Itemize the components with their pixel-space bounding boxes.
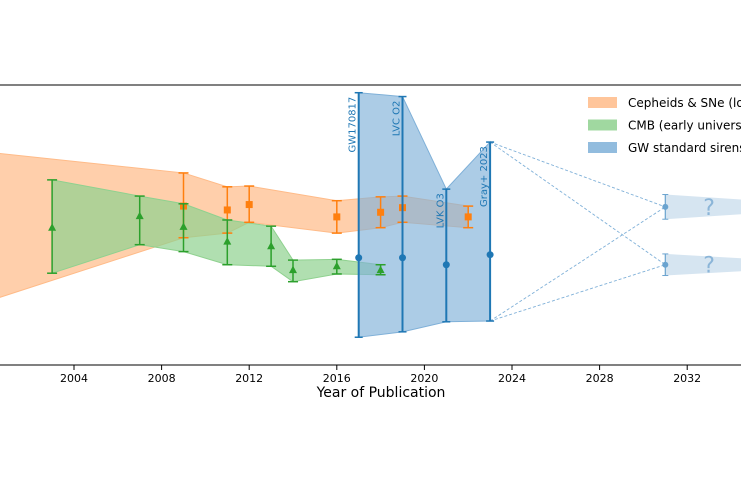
x-axis-label: Year of Publication [316,385,446,401]
point-label: LVC O2 [392,101,403,137]
x-tick-label: 2016 [323,372,351,385]
data-point-triangle [289,265,297,274]
projection-question-label: ? [703,196,715,221]
projection-band [665,253,741,276]
projection-dash-line [489,264,666,322]
data-point-square [223,206,231,214]
legend-label: GW standard sirens [628,141,741,155]
data-point-circle [355,254,363,262]
data-point-circle [399,254,406,262]
data-point-square [377,208,385,216]
legend-label: Cepheids & SNe (lo [628,96,741,110]
data-point-triangle [179,222,188,230]
legend-swatch [588,142,617,153]
data-point-circle [486,251,494,259]
x-tick-label: 2020 [410,372,438,385]
legend-label: CMB (early universe [628,119,741,133]
projection-question-label: ? [703,254,715,279]
x-ticks: 2004 2008 2012 2016 2020 2024 2028 2032 [60,365,701,385]
data-point-triangle [332,261,341,270]
projection-point [662,261,669,268]
legend: Cepheids & SNe (lo CMB (early universe GW … [588,96,741,155]
data-point-square [245,201,253,209]
data-point-triangle [223,237,232,245]
data-point-triangle [48,223,57,231]
point-label: LVK O3 [435,193,446,228]
x-tick-label: 2012 [235,372,263,385]
marks: ?? GW170817 LVC O2 LVK O3 Gray+ 2023 [47,91,715,338]
data-point-circle [442,261,450,269]
point-label: Gray+ 2023 [479,146,490,207]
projection-dash-line [489,206,666,322]
legend-swatch [588,97,617,108]
data-point-square [464,213,472,221]
x-tick-label: 2008 [148,372,176,385]
data-point-triangle [376,265,385,274]
x-tick-label: 2024 [498,372,526,385]
x-tick-label: 2004 [60,372,88,385]
x-tick-label: 2032 [673,372,701,385]
data-point-triangle [267,241,276,250]
projection-dash-line [489,141,666,208]
legend-swatch [588,119,617,131]
projection-band [665,194,741,220]
projection-point [662,203,669,210]
point-label: GW170817 [348,97,359,153]
x-tick-label: 2028 [586,372,614,385]
data-point-triangle [135,211,144,220]
projection-dash-line [489,141,666,266]
data-point-square [333,213,341,221]
